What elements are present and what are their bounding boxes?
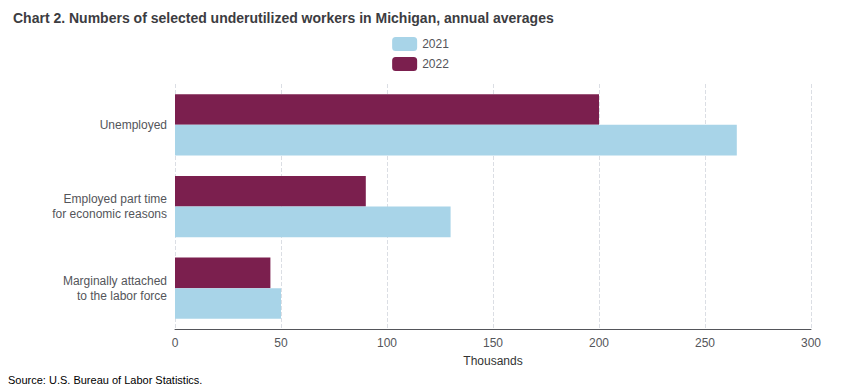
- svg-text:Chart 2. Numbers of selected u: Chart 2. Numbers of selected underutiliz…: [13, 10, 554, 26]
- svg-text:2022: 2022: [422, 57, 449, 71]
- svg-text:Source: U.S. Bureau of Labor S: Source: U.S. Bureau of Labor Statistics.: [8, 374, 202, 386]
- svg-text:Unemployed: Unemployed: [100, 118, 167, 132]
- svg-text:100: 100: [377, 336, 397, 350]
- svg-text:for economic reasons: for economic reasons: [52, 207, 167, 221]
- svg-text:Marginally attached: Marginally attached: [63, 274, 167, 288]
- svg-text:to the labor force: to the labor force: [77, 289, 167, 303]
- svg-text:150: 150: [483, 336, 503, 350]
- svg-text:250: 250: [695, 336, 715, 350]
- svg-text:50: 50: [274, 336, 288, 350]
- svg-text:200: 200: [589, 336, 609, 350]
- svg-text:Employed part time: Employed part time: [64, 192, 168, 206]
- svg-text:300: 300: [801, 336, 821, 350]
- svg-text:2021: 2021: [422, 37, 449, 51]
- svg-text:Thousands: Thousands: [463, 354, 522, 368]
- svg-text:0: 0: [172, 336, 179, 350]
